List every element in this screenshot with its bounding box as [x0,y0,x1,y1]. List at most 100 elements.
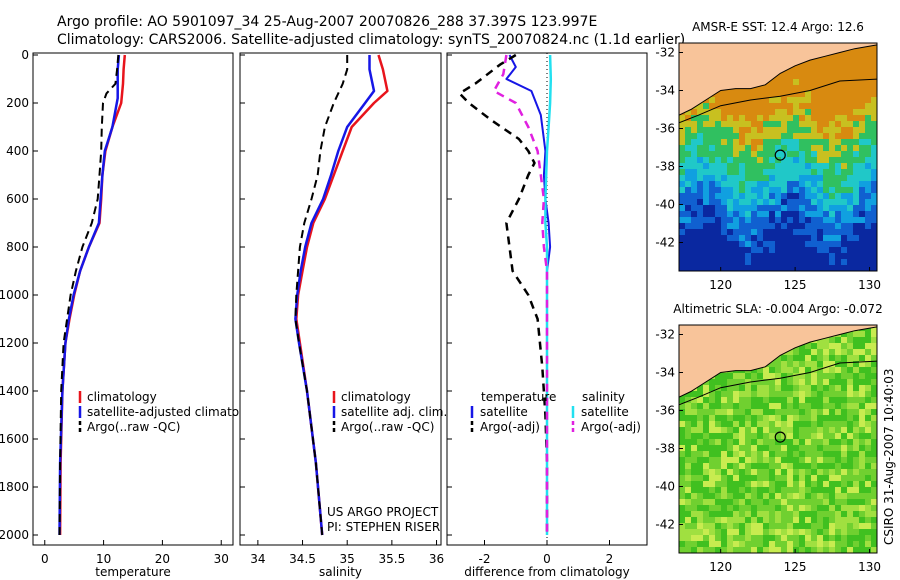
map-cell [769,151,776,158]
map-cell [859,415,866,422]
map-cell [775,109,782,116]
map-cell [787,67,794,74]
map-cell [805,229,812,236]
map-cell [853,349,860,356]
map-cell [829,235,836,242]
map-cell [703,535,710,542]
map-cell [739,541,746,548]
map-cell [715,187,722,194]
legend-label: climatology [341,390,411,404]
map-cell [799,187,806,194]
map-cell [787,391,794,398]
map-cell [727,241,734,248]
map-cell [799,193,806,200]
map-cell [703,157,710,164]
map-cell [799,205,806,212]
map-cell [745,505,752,512]
map-cell [847,409,854,416]
map-cell [775,385,782,392]
map-cell [841,259,848,266]
map-cell [733,247,740,254]
map-cell [775,427,782,434]
map-cell [817,355,824,362]
map-cell [715,379,722,386]
map-cell [811,373,818,380]
map-cell [799,397,806,404]
map-cell [769,439,776,446]
map-cell [841,127,848,134]
map-cell [757,217,764,224]
map-cell [727,397,734,404]
map-cell [745,223,752,230]
map-cell [715,259,722,266]
map-cell [805,247,812,254]
map-cell [703,235,710,242]
map-cell [841,493,848,500]
map-cell [817,241,824,248]
map-cell [757,403,764,410]
map-cell [733,151,740,158]
map-cell [769,517,776,524]
map-cell [805,517,812,524]
map-cell [817,115,824,122]
map-cell [703,439,710,446]
map-cell [859,397,866,404]
map-cell [685,451,692,458]
map-cell [757,415,764,422]
map-cell [757,433,764,440]
map-cell [823,79,830,86]
series-line-satellite-adj-clim- [294,55,376,536]
map-cell [805,385,812,392]
map-cell [751,247,758,254]
map-cell [817,205,824,212]
map-cell [853,211,860,218]
map-cell [781,403,788,410]
map-cell [745,205,752,212]
map-cell [739,469,746,476]
map-cell [835,169,842,176]
map-cell [787,475,794,482]
map-cell [793,247,800,254]
map-cell [781,223,788,230]
map-cell [865,133,872,140]
map-cell [769,97,776,104]
map-cell [775,241,782,248]
map-cell [763,379,770,386]
map-cell [733,253,740,260]
map-cell [787,427,794,434]
map-cell [787,433,794,440]
map-cell [739,211,746,218]
map-cell [697,445,704,452]
map-cell [871,517,877,524]
map-cell [757,151,764,158]
map-cell [745,259,752,266]
map-cell [805,205,812,212]
map-cell [793,439,800,446]
map-cell [817,145,824,152]
map-cell [721,511,728,518]
map-cell [829,439,836,446]
map-cell [751,211,758,218]
map-cell [697,151,704,158]
map-cell [697,487,704,494]
map-cell [763,427,770,434]
map-cell [865,193,872,200]
map-cell [757,523,764,530]
map-cell [721,475,728,482]
map-cell [865,157,872,164]
map-cell [829,457,836,464]
map-cell [727,445,734,452]
map-cell [739,505,746,512]
map-cell [709,457,716,464]
map-cell [859,211,866,218]
y-tick-label: 1000 [0,288,29,302]
map-cell [865,409,872,416]
map-cell [853,421,860,428]
map-cell [781,145,788,152]
map-cell [871,73,877,80]
map-cell [733,91,740,98]
map-cell [745,187,752,194]
map-cell [847,385,854,392]
map-cell [793,181,800,188]
map-cell [799,457,806,464]
